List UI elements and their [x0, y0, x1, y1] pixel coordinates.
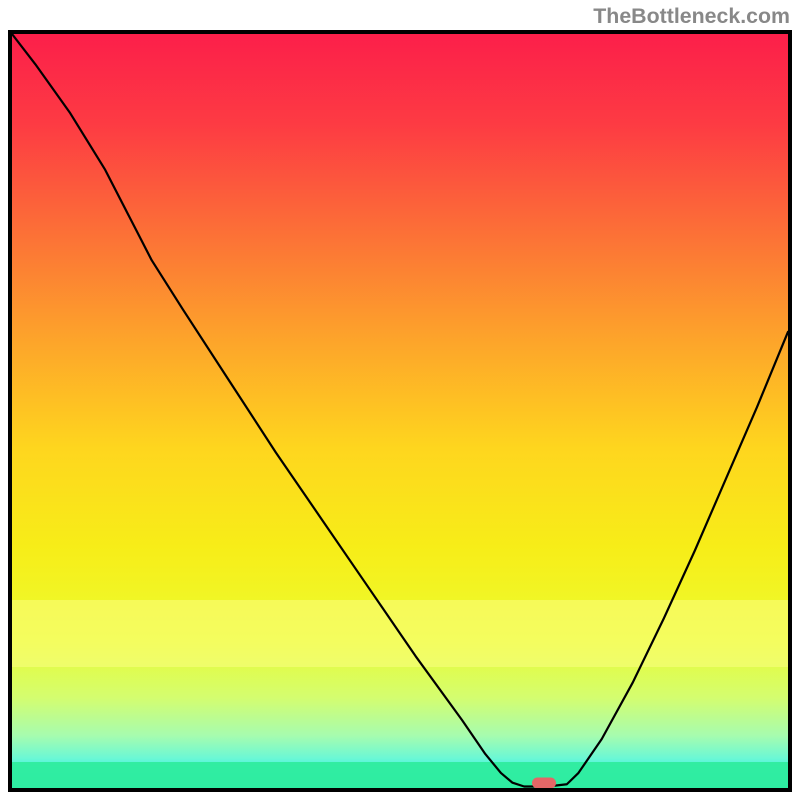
watermark-text: TheBottleneck.com: [593, 4, 790, 29]
optimal-point-marker: [532, 778, 556, 788]
chart-plot-area: [12, 34, 788, 788]
bottleneck-curve: [12, 34, 788, 788]
